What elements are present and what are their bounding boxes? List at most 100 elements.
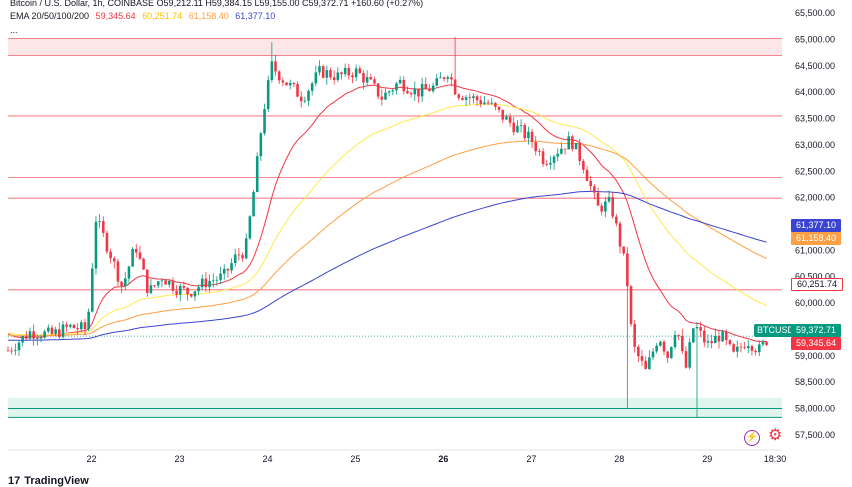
candle-body — [534, 142, 538, 152]
candle-body — [479, 100, 483, 105]
candle-body — [409, 93, 413, 95]
candle-body — [611, 197, 614, 217]
candle-body — [102, 221, 105, 233]
candle-body — [6, 350, 10, 352]
candle-body — [17, 342, 21, 351]
candle-body — [571, 136, 574, 150]
ema-label: EMA 20/50/100/200 — [10, 11, 90, 21]
candle-body — [131, 249, 134, 267]
candle-body — [303, 100, 307, 102]
x-tick-label: 23 — [175, 454, 185, 464]
ema100-line — [7, 140, 767, 337]
x-tick-label: 18:30 — [764, 454, 787, 464]
candle-body — [98, 221, 101, 222]
candle-body — [417, 88, 420, 97]
candle-body — [457, 94, 461, 98]
candle-body — [578, 143, 581, 161]
candle-body — [76, 328, 79, 330]
candle-body — [134, 249, 138, 253]
candle-body — [354, 68, 358, 78]
candle-body — [494, 102, 497, 107]
candle-body — [765, 342, 768, 345]
candle-body — [28, 331, 32, 339]
candle-body — [233, 254, 237, 264]
candle-body — [486, 102, 490, 104]
candle-body — [626, 253, 629, 287]
candle-body — [116, 261, 120, 282]
ema200-value: 61,377.10 — [235, 11, 276, 21]
candle-body — [167, 280, 171, 285]
candle-body — [387, 91, 391, 93]
candle-body — [519, 125, 523, 126]
symbol-header: Bitcoin / U.S. Dollar, 1h, COINBASE O59,… — [10, 0, 424, 8]
candle-body — [351, 75, 354, 78]
candle-body — [442, 77, 446, 80]
candle-body — [21, 336, 24, 343]
candle-body — [138, 252, 142, 259]
candle-body — [556, 153, 559, 157]
candle-body — [314, 72, 318, 84]
ema-legend[interactable]: EMA 20/50/100/200 59,345.64 60,251.74 61… — [10, 10, 279, 22]
candle-body — [142, 258, 145, 270]
candle-body — [622, 246, 625, 254]
candle-body — [156, 281, 160, 286]
candle-body — [358, 68, 362, 74]
candle-body — [80, 322, 83, 330]
candle-body — [54, 329, 57, 335]
candle-body — [318, 66, 321, 73]
candle-body — [618, 223, 622, 247]
candle-body — [651, 351, 655, 358]
level-bands — [8, 38, 782, 418]
candle-body — [706, 341, 710, 343]
candle-body — [197, 287, 200, 292]
candle-body — [340, 72, 343, 75]
candle-body — [65, 324, 68, 327]
candle-body — [255, 156, 259, 192]
candle-body — [648, 357, 651, 370]
candle-body — [721, 331, 724, 342]
candle-body — [585, 169, 589, 181]
candle-body — [530, 131, 534, 143]
candle-body — [120, 281, 123, 287]
candle-body — [560, 148, 563, 154]
settings-gear-icon[interactable]: ⚙ — [768, 427, 783, 444]
x-tick-label: 26 — [438, 454, 448, 464]
last-price-tag: 59,372.71 — [791, 324, 841, 337]
tradingview-logo-icon: 17 — [8, 475, 21, 487]
candle-body — [10, 350, 13, 352]
candle-body — [670, 347, 673, 358]
candle-body — [32, 331, 35, 339]
candle-body — [36, 338, 39, 339]
y-tick-label: 65,000.00 — [795, 35, 835, 45]
y-tick-label: 63,000.00 — [795, 140, 835, 150]
candle-body — [527, 131, 530, 139]
candle-body — [728, 340, 732, 345]
footer: 17 TradingView — [8, 475, 89, 487]
candle-body — [343, 67, 347, 75]
x-tick-label: 24 — [262, 454, 272, 464]
candle-body — [508, 116, 512, 123]
candle-body — [362, 73, 365, 83]
candle-body — [105, 232, 109, 252]
candle-body — [633, 324, 636, 347]
candle-body — [91, 268, 94, 312]
candle-body — [490, 102, 494, 104]
candle-body — [750, 346, 754, 351]
candle-body — [732, 344, 735, 352]
candle-body — [483, 102, 486, 105]
candle-body — [505, 116, 508, 120]
more-indicators[interactable]: ... — [10, 25, 18, 35]
candle-body — [497, 106, 501, 110]
candle-body — [450, 77, 453, 80]
candle-body — [747, 346, 750, 349]
candle-body — [112, 258, 116, 262]
symbol-tag: BTCUSD — [754, 324, 798, 337]
candle-body — [439, 77, 442, 79]
candle-body — [431, 85, 435, 92]
alert-icon[interactable]: ⚡ — [744, 430, 760, 446]
candle-body — [230, 263, 233, 271]
candle-body — [589, 180, 592, 187]
candle-body — [541, 151, 545, 165]
candle-body — [25, 336, 28, 339]
